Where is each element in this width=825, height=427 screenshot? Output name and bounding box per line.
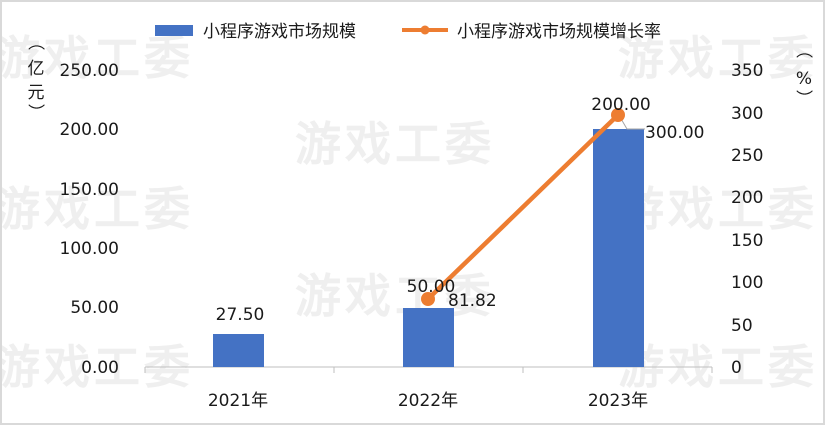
svg-text:250.00: 250.00 bbox=[60, 61, 119, 81]
legend-line-marker bbox=[420, 25, 430, 35]
svg-text:100: 100 bbox=[731, 273, 763, 293]
watermark-layer: 游戏工委 游戏工委 游戏工委 游戏工委 游戏工委 游戏工委 游戏工委 游戏工委 bbox=[0, 31, 818, 394]
left-axis-unit: （ 亿 元 ） bbox=[25, 34, 45, 121]
svg-text:200.00: 200.00 bbox=[60, 120, 119, 140]
svg-text:（: （ bbox=[793, 42, 813, 59]
svg-text:200: 200 bbox=[731, 188, 763, 208]
svg-text:300: 300 bbox=[731, 104, 763, 124]
svg-text:50.00: 50.00 bbox=[70, 298, 119, 318]
bar-2021 bbox=[213, 334, 264, 367]
watermark: 游戏工委 bbox=[2, 31, 194, 85]
bar-2022 bbox=[403, 308, 454, 367]
svg-text:100.00: 100.00 bbox=[60, 239, 119, 259]
right-axis-unit: （ % ） bbox=[793, 42, 813, 107]
label-leader-line bbox=[619, 116, 645, 130]
line-point-2022 bbox=[421, 292, 435, 306]
x-label-2021: 2021年 bbox=[208, 391, 268, 411]
watermark: 游戏工委 bbox=[618, 31, 818, 85]
bar-series bbox=[213, 129, 644, 367]
watermark: 游戏工委 bbox=[295, 117, 495, 171]
svg-text:50: 50 bbox=[731, 316, 753, 336]
line-point-2023 bbox=[611, 108, 625, 122]
x-label-2022: 2022年 bbox=[398, 391, 458, 411]
legend-bar-label: 小程序游戏市场规模 bbox=[203, 22, 356, 42]
watermark: 游戏工委 bbox=[2, 182, 194, 236]
line-label-2023: 300.00 bbox=[645, 123, 704, 143]
line-label-2022: 81.82 bbox=[448, 291, 497, 311]
bar-2023 bbox=[593, 129, 644, 367]
watermark: 游戏工委 bbox=[618, 182, 818, 236]
svg-text:150: 150 bbox=[731, 231, 763, 251]
svg-text:%: % bbox=[796, 69, 812, 89]
line-series bbox=[421, 108, 625, 306]
right-axis-ticks: 0 50 100 150 200 250 300 350 bbox=[731, 61, 763, 378]
svg-text:）: ） bbox=[793, 90, 813, 107]
svg-text:350: 350 bbox=[731, 61, 763, 81]
bar-label-2023: 200.00 bbox=[591, 95, 650, 115]
legend-line-label: 小程序游戏市场规模增长率 bbox=[457, 22, 661, 42]
svg-text:0: 0 bbox=[731, 358, 742, 378]
svg-text:元: 元 bbox=[28, 83, 45, 103]
svg-text:250: 250 bbox=[731, 146, 763, 166]
legend: 小程序游戏市场规模 小程序游戏市场规模增长率 bbox=[155, 22, 661, 42]
svg-text:亿: 亿 bbox=[28, 59, 45, 79]
bar-label-2021: 27.50 bbox=[216, 305, 265, 325]
x-label-2023: 2023年 bbox=[588, 391, 648, 411]
left-axis-ticks: 0.00 50.00 100.00 150.00 200.00 250.00 bbox=[60, 61, 119, 378]
svg-text:）: ） bbox=[25, 104, 45, 121]
svg-text:（: （ bbox=[25, 34, 45, 51]
legend-bar-swatch bbox=[155, 25, 193, 36]
svg-text:0.00: 0.00 bbox=[81, 358, 119, 378]
watermark: 游戏工委 bbox=[295, 269, 495, 323]
svg-text:150.00: 150.00 bbox=[60, 180, 119, 200]
bar-label-2022: 50.00 bbox=[407, 277, 456, 297]
data-labels: 27.50 50.00 200.00 81.82 300.00 bbox=[216, 95, 705, 325]
